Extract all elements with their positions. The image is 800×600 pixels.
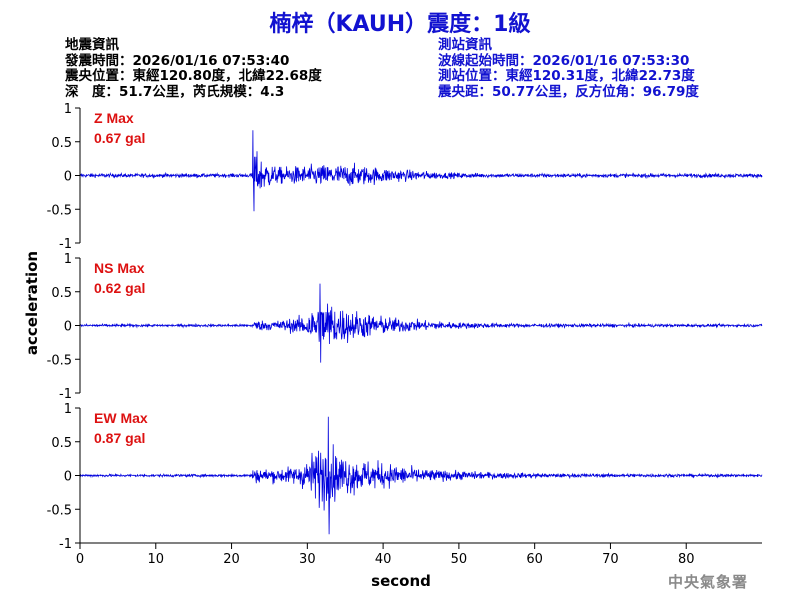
x-tick-label: 80: [678, 552, 695, 567]
y-tick-label: -1: [59, 537, 72, 552]
y-tick-label: -1: [59, 237, 72, 252]
earthquake-info-block: 地震資訊 發震時間：2026/01/16 07:53:40 震央位置：東經120…: [65, 37, 322, 100]
y-tick-label: 1: [64, 102, 72, 117]
y-tick-label: 0: [64, 320, 72, 335]
x-tick-label: 50: [451, 552, 468, 567]
max-value-ns: 0.62 gal: [94, 280, 145, 296]
epicenter-location: 震央位置：東經120.80度，北緯22.68度: [65, 68, 322, 84]
y-tick-label: -0.5: [47, 203, 72, 218]
chart-title: 楠梓（KAUH）震度：1級: [269, 12, 531, 37]
max-label-ew: EW Max: [94, 410, 148, 426]
y-tick-label: 1: [64, 402, 72, 417]
station-info-block: 測站資訊 波線起始時間：2026/01/16 07:53:30 測站位置：東經1…: [438, 37, 699, 100]
y-tick-label: 0.5: [51, 286, 72, 301]
y-tick-label: 0.5: [51, 436, 72, 451]
y-axis-title: acceleration: [23, 251, 41, 355]
y-tick-label: -0.5: [47, 503, 72, 518]
agency-credit: 中央氣象署: [667, 573, 748, 591]
earthquake-info-heading: 地震資訊: [65, 37, 119, 53]
max-label-ns: NS Max: [94, 260, 145, 276]
x-tick-label: 0: [76, 552, 84, 567]
x-tick-label: 30: [299, 552, 316, 567]
y-tick-label: 1: [64, 252, 72, 267]
y-tick-label: 0: [64, 170, 72, 185]
max-label-z: Z Max: [94, 110, 134, 126]
x-tick-label: 10: [148, 552, 165, 567]
waveform-ns: [79, 283, 763, 363]
station-info-heading: 測站資訊: [438, 37, 492, 53]
waveform-ew: [79, 416, 763, 535]
y-tick-label: -0.5: [47, 353, 72, 368]
y-tick-label: -1: [59, 387, 72, 402]
x-tick-label: 20: [223, 552, 240, 567]
max-value-z: 0.67 gal: [94, 130, 145, 146]
wave-start-time: 波線起始時間：2026/01/16 07:53:30: [438, 52, 690, 69]
depth-magnitude: 深 度：51.7公里，芮氏規模：4.3: [65, 83, 285, 100]
max-value-ew: 0.87 gal: [94, 430, 145, 446]
origin-time: 發震時間：2026/01/16 07:53:40: [65, 52, 290, 69]
x-tick-label: 70: [602, 552, 619, 567]
x-tick-label: 40: [375, 552, 392, 567]
waveform-z: [79, 130, 763, 212]
x-axis-title: second: [371, 572, 431, 590]
y-tick-label: 0: [64, 470, 72, 485]
distance-azimuth: 震央距：50.77公里，反方位角：96.79度: [438, 83, 699, 100]
x-tick-label: 60: [526, 552, 543, 567]
station-location: 測站位置：東經120.31度，北緯22.73度: [438, 68, 695, 84]
y-tick-label: 0.5: [51, 136, 72, 151]
